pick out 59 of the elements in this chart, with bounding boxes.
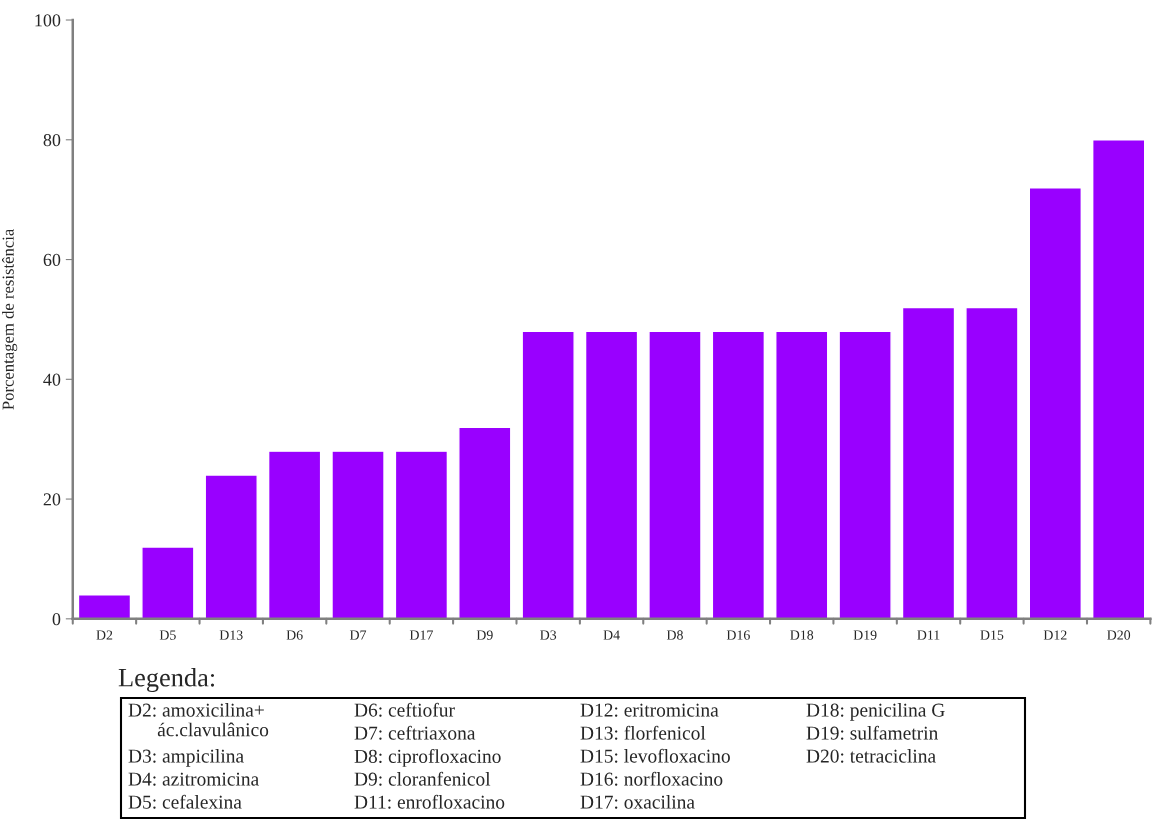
bar <box>584 330 639 619</box>
y-tick-label: 100 <box>35 14 61 27</box>
bar <box>458 426 512 619</box>
text: D3: ampicilina <box>128 749 244 767</box>
y-tick-label: 20 <box>43 493 61 506</box>
text: D4: azitromicina <box>128 772 259 786</box>
x-tick-label: D18 <box>790 630 814 640</box>
bar <box>394 450 449 619</box>
text: D5: cefalexina <box>128 794 242 809</box>
x-tick-label: D11 <box>917 630 940 640</box>
y-tick-label: 80 <box>43 134 61 147</box>
bar <box>267 450 322 619</box>
x-tick-label: D15 <box>980 630 1004 640</box>
x-tick-label: D20 <box>1107 630 1131 640</box>
text: D19: sulfametrin <box>806 725 939 740</box>
bar <box>141 546 195 619</box>
text: D9: cloranfenicol <box>354 771 491 786</box>
x-tick-label: D2 <box>96 630 113 640</box>
x-tick-label: D8 <box>666 630 683 640</box>
text: D8: ciprofloxacino <box>354 749 501 767</box>
bar <box>838 330 892 619</box>
bar <box>965 306 1019 619</box>
text: D6: ceftiofur <box>354 702 455 717</box>
bar <box>204 474 258 619</box>
x-tick-label: D16 <box>726 630 750 640</box>
bar <box>1092 139 1146 619</box>
text: Legenda: <box>118 668 215 692</box>
text: D11: enrofloxacino <box>354 794 505 809</box>
text: D2: amoxicilina+ ác.clavulânico <box>128 703 269 737</box>
bar <box>775 330 829 619</box>
x-tick-label: D13 <box>219 630 243 640</box>
text: D16: norfloxacino <box>580 771 723 786</box>
bar <box>521 330 575 619</box>
bar <box>331 450 385 619</box>
bar <box>77 594 132 619</box>
y-tick-label: 0 <box>52 613 61 626</box>
text: D12: eritromicina <box>580 703 719 717</box>
x-tick-label: D3 <box>540 630 557 640</box>
x-tick-label: D19 <box>853 630 877 640</box>
x-tick-label: D9 <box>476 630 493 640</box>
x-tick-label: D7 <box>349 630 367 640</box>
x-tick-label: D12 <box>1043 630 1067 640</box>
x-tick-label: D6 <box>286 630 303 640</box>
bar <box>711 330 766 619</box>
text: D18: penicilina G <box>806 703 945 721</box>
text: D17: oxacilina <box>580 795 695 809</box>
text: D13: florfenicol <box>580 725 706 740</box>
y-tick-label: 60 <box>43 253 61 266</box>
bar <box>648 330 702 619</box>
text: D15: levofloxacino <box>580 748 730 763</box>
bar <box>901 306 956 619</box>
text: D20: tetraciclina <box>806 749 936 763</box>
y-tick-label: 40 <box>43 373 61 386</box>
x-tick-label: D17 <box>409 630 433 640</box>
x-tick-label: D4 <box>603 630 620 640</box>
y-axis-title: Porcentagem de resistência <box>2 228 18 410</box>
x-tick-label: D5 <box>159 630 176 640</box>
text: D7: ceftriaxona <box>354 725 476 740</box>
bar <box>1028 186 1082 619</box>
